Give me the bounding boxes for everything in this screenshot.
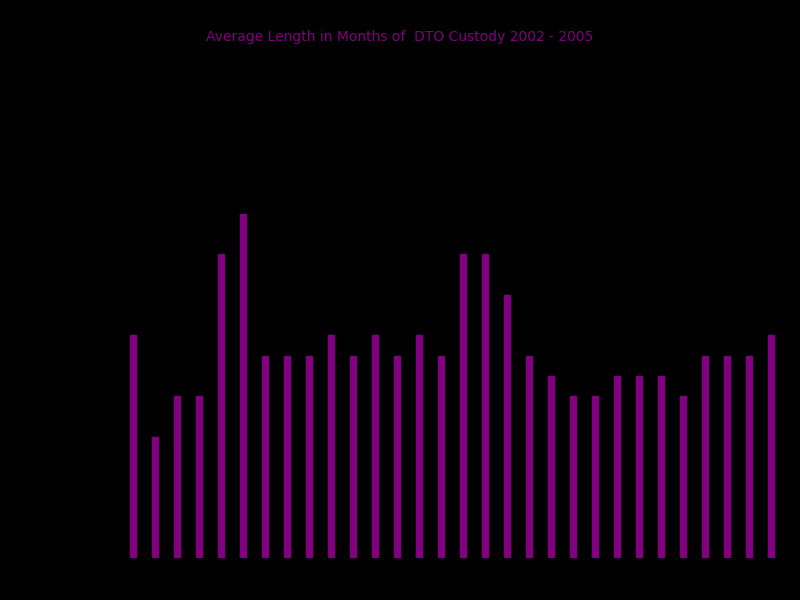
Bar [746,355,751,600]
Bar [350,355,356,600]
Bar [526,355,532,600]
Bar [438,355,444,600]
Bar [592,396,598,600]
Text: Average Length in Months of  DTO Custody 2002 - 2005: Average Length in Months of DTO Custody … [206,30,594,44]
Bar [328,335,334,600]
Bar [240,214,246,600]
Bar [504,295,510,600]
Bar [416,335,422,600]
Bar [197,396,202,600]
Bar [482,254,488,600]
Bar [394,355,400,600]
Bar [153,437,158,600]
Bar [460,254,466,600]
Bar [262,355,268,600]
Bar [768,335,774,600]
Bar [614,376,620,600]
Bar [306,355,312,600]
Bar [724,355,730,600]
Bar [680,396,686,600]
Bar [702,355,707,600]
Bar [218,254,224,600]
Bar [658,376,664,600]
Bar [636,376,642,600]
Bar [174,396,180,600]
Bar [570,396,576,600]
Bar [284,355,290,600]
Bar [372,335,378,600]
Bar [130,335,136,600]
Bar [548,376,554,600]
